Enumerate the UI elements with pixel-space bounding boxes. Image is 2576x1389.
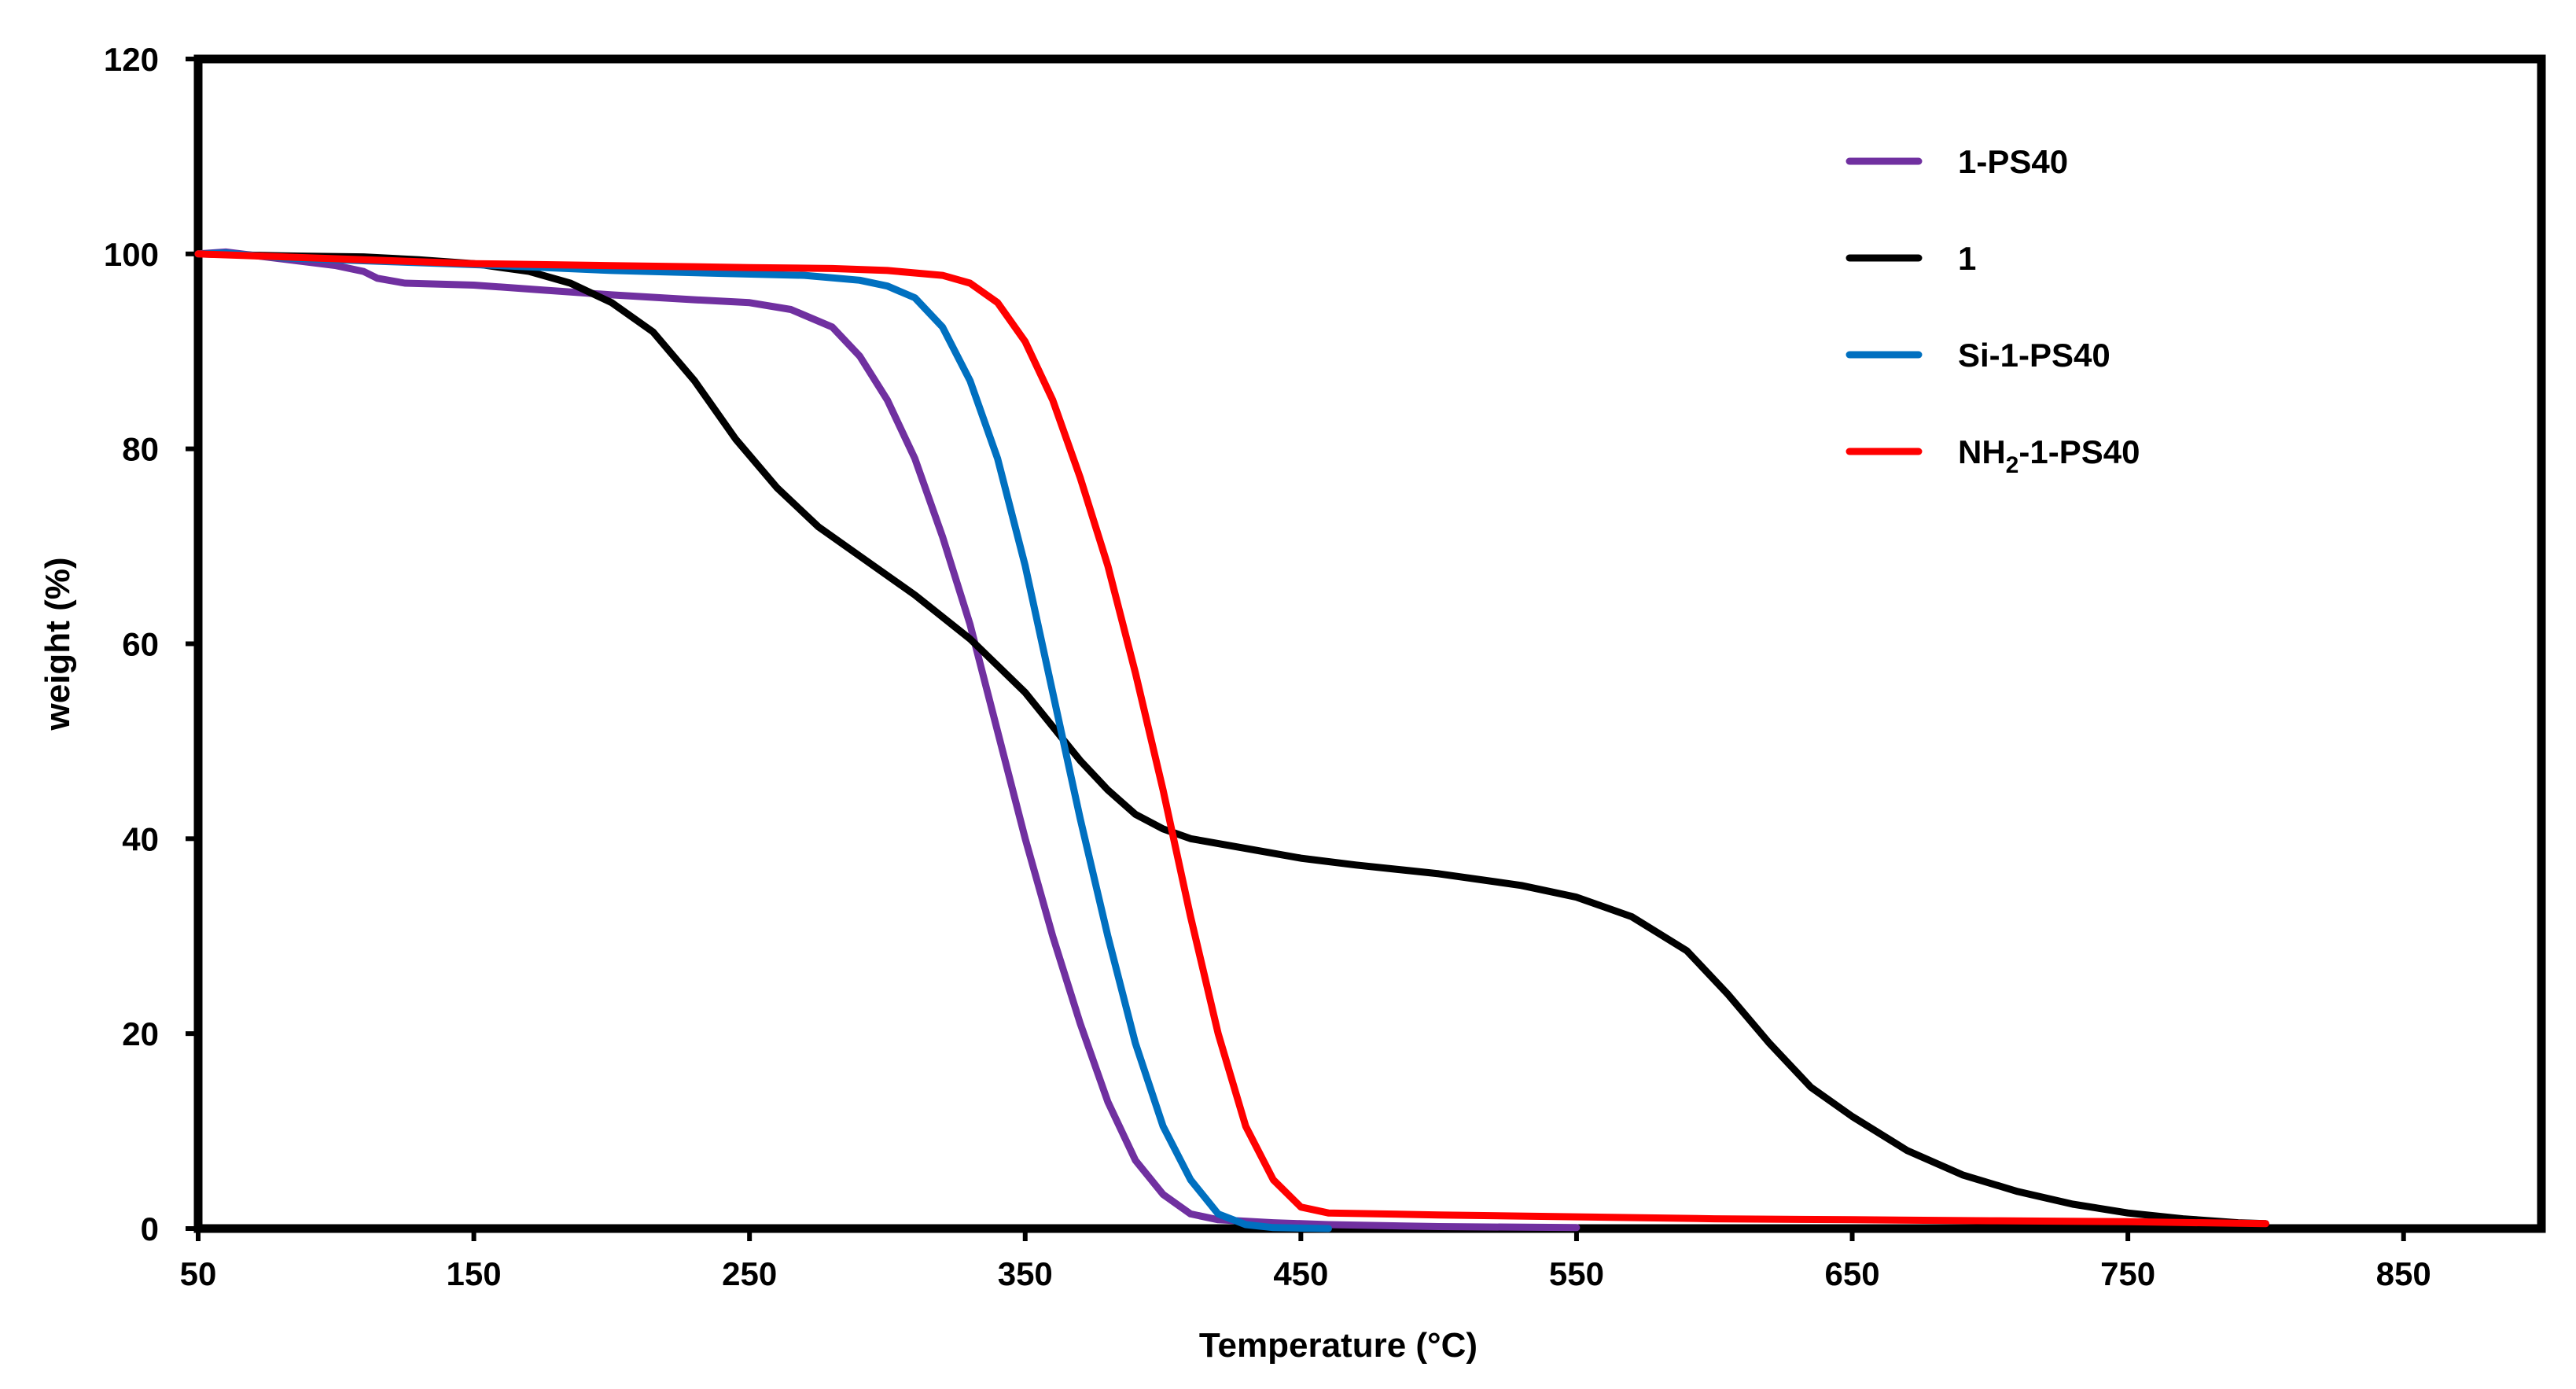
y-axis-ticks: 0 20 40 60 80 100 120 [104,41,198,1247]
legend-label: Si-1-PS40 [1958,337,2110,374]
x-tick-label: 850 [2376,1255,2431,1292]
legend: 1-PS40 1 Si-1-PS40 NH2-1-PS40 [1846,143,2140,478]
y-tick-label: 60 [122,626,159,663]
series-line-si-1-ps40 [194,249,1332,1232]
x-tick-label: 50 [180,1255,217,1292]
y-tick-label: 20 [122,1015,159,1052]
legend-label: 1-PS40 [1958,143,2068,180]
x-tick-label: 650 [1824,1255,1879,1292]
series-line-1-ps40 [194,248,1581,1232]
x-axis-ticks: 50 150 250 350 450 550 650 750 850 [180,1229,2431,1292]
y-tick-label: 40 [122,820,159,857]
x-tick-label: 150 [447,1255,502,1292]
legend-label-tail: -1-PS40 [2018,433,2140,470]
legend-label-subscript: 2 [2006,452,2019,478]
series-line-1 [194,250,2269,1228]
legend-label-text: 1 [1958,240,1976,277]
x-tick-label: 250 [722,1255,777,1292]
y-tick-label: 0 [141,1210,159,1247]
x-axis-title: Temperature (°C) [1199,1326,1478,1365]
legend-label-text: NH [1958,433,2006,470]
x-tick-label: 350 [998,1255,1053,1292]
legend-label-text: Si-1-PS40 [1958,337,2110,374]
legend-label: NH2-1-PS40 [1958,433,2140,478]
plot-area-frame [193,54,2546,1233]
series-line-nh2-1-ps40 [194,250,2269,1228]
legend-label: 1 [1958,240,1976,277]
x-tick-label: 550 [1549,1255,1604,1292]
x-tick-label: 750 [2100,1255,2155,1292]
y-tick-label: 120 [104,41,159,78]
x-tick-label: 450 [1273,1255,1328,1292]
series-layer [194,248,2269,1232]
y-tick-label: 80 [122,431,159,468]
y-axis-title: weight (%) [39,558,77,731]
legend-label-text: 1-PS40 [1958,143,2068,180]
y-tick-label: 100 [104,236,159,273]
